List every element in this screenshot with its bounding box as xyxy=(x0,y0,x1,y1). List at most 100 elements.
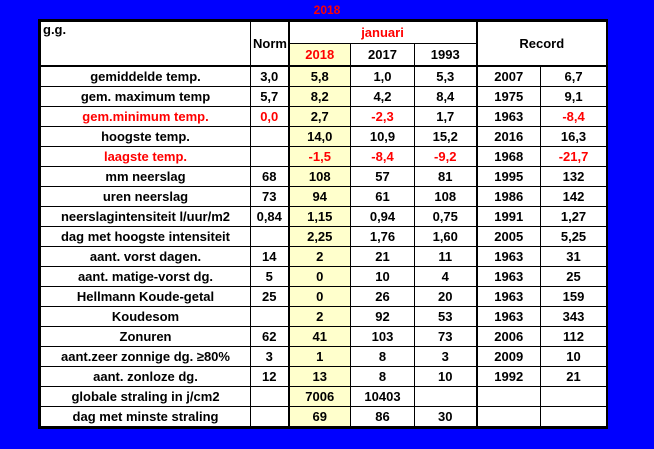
value-2017: 103 xyxy=(350,325,415,347)
record-year: 1991 xyxy=(476,205,542,227)
value-1993: 10 xyxy=(413,365,478,387)
value-1993: 0,75 xyxy=(413,205,478,227)
value-2017: 8 xyxy=(350,345,415,367)
norm-value: 0,0 xyxy=(250,105,289,127)
record-value: 9,1 xyxy=(540,85,608,107)
norm-value: 5 xyxy=(250,265,289,287)
value-1993: 53 xyxy=(413,305,478,327)
record-value: 21 xyxy=(540,365,608,387)
row-label: laagste temp. xyxy=(40,145,251,167)
row-label: aant. zonloze dg. xyxy=(40,365,251,387)
row-label: Koudesom xyxy=(40,305,251,327)
record-header: Record xyxy=(476,20,608,67)
value-2017: 1,0 xyxy=(350,64,415,87)
row-label: aant. matige-vorst dg. xyxy=(40,265,251,287)
value-1993: 1,7 xyxy=(413,105,478,127)
value-2017: -8,4 xyxy=(350,145,415,167)
value-1993: 108 xyxy=(413,185,478,207)
row-label: aant.zeer zonnige dg. ≥80% xyxy=(40,345,251,367)
value-2018: 0 xyxy=(287,265,351,287)
record-value: 343 xyxy=(540,305,608,327)
record-year: 1986 xyxy=(476,185,542,207)
record-value xyxy=(540,385,608,407)
value-2017: 4,2 xyxy=(350,85,415,107)
record-value: 16,3 xyxy=(540,125,608,147)
value-2018: 14,0 xyxy=(287,125,351,147)
norm-value xyxy=(250,405,289,428)
record-value: 142 xyxy=(540,185,608,207)
value-1993: 5,3 xyxy=(413,64,478,87)
value-1993: 20 xyxy=(413,285,478,307)
table-row: hoogste temp. 14,0 10,9 15,2 2016 16,3 xyxy=(40,125,608,147)
year-header-2017: 2017 xyxy=(350,43,415,67)
record-value: 31 xyxy=(540,245,608,267)
value-1993: 81 xyxy=(413,165,478,187)
table-row: aant.zeer zonnige dg. ≥80% 3 1 8 3 2009 10 xyxy=(40,345,608,367)
row-label: mm neerslag xyxy=(40,165,251,187)
value-2018: 13 xyxy=(287,365,351,387)
value-1993: 4 xyxy=(413,265,478,287)
record-year: 2007 xyxy=(476,64,542,87)
value-2018: 69 xyxy=(287,405,351,428)
table-row: aant. matige-vorst dg. 5 0 10 4 1963 25 xyxy=(40,265,608,287)
row-label: Hellmann Koude-getal xyxy=(40,285,251,307)
table-row: dag met minste straling 69 86 30 xyxy=(40,405,608,428)
weather-table-sheet: g.g. Norm januari Record 2018 2017 1993 … xyxy=(38,19,608,429)
value-2017: 1,76 xyxy=(350,225,415,247)
record-value: 5,25 xyxy=(540,225,608,247)
norm-value xyxy=(250,225,289,247)
value-1993: 8,4 xyxy=(413,85,478,107)
month-header: januari xyxy=(287,20,478,45)
record-value: 1,27 xyxy=(540,205,608,227)
value-2017: 57 xyxy=(350,165,415,187)
norm-value: 73 xyxy=(250,185,289,207)
value-2018: 8,2 xyxy=(287,85,351,107)
table-row: Hellmann Koude-getal 25 0 26 20 1963 159 xyxy=(40,285,608,307)
norm-value: 25 xyxy=(250,285,289,307)
value-1993: 1,60 xyxy=(413,225,478,247)
table-row: uren neerslag 73 94 61 108 1986 142 xyxy=(40,185,608,207)
record-value: 6,7 xyxy=(540,64,608,87)
year-header-2018: 2018 xyxy=(287,43,351,67)
value-2017: 10,9 xyxy=(350,125,415,147)
record-year: 1963 xyxy=(476,285,542,307)
record-year: 1995 xyxy=(476,165,542,187)
record-value xyxy=(540,405,608,428)
table-row: dag met hoogste intensiteit 2,25 1,76 1,60 2… xyxy=(40,225,608,247)
norm-value: 62 xyxy=(250,325,289,347)
norm-header: Norm xyxy=(250,20,289,67)
norm-value: 3 xyxy=(250,345,289,367)
value-2017: 92 xyxy=(350,305,415,327)
value-1993 xyxy=(413,385,478,407)
table-row: Zonuren 62 41 103 73 2006 112 xyxy=(40,325,608,347)
row-label: hoogste temp. xyxy=(40,125,251,147)
record-year: 1963 xyxy=(476,305,542,327)
value-2018: 0 xyxy=(287,285,351,307)
value-1993: 11 xyxy=(413,245,478,267)
norm-value xyxy=(250,385,289,407)
norm-value: 12 xyxy=(250,365,289,387)
table-row: gem.minimum temp. 0,0 2,7 -2,3 1,7 1963 -8,4 xyxy=(40,105,608,127)
norm-value xyxy=(250,305,289,327)
record-year: 1963 xyxy=(476,105,542,127)
row-label: uren neerslag xyxy=(40,185,251,207)
table-row: neerslagintensiteit l/uur/m2 0,84 1,15 0,94… xyxy=(40,205,608,227)
record-value: 132 xyxy=(540,165,608,187)
value-2018: 1,15 xyxy=(287,205,351,227)
value-2017: 10403 xyxy=(350,385,415,407)
value-2018: 41 xyxy=(287,325,351,347)
value-2017: 86 xyxy=(350,405,415,428)
year-header-1993: 1993 xyxy=(413,43,478,67)
record-year xyxy=(476,405,542,428)
norm-value xyxy=(250,125,289,147)
table-row: aant. vorst dagen. 14 2 21 11 1963 31 xyxy=(40,245,608,267)
weather-table: g.g. Norm januari Record 2018 2017 1993 … xyxy=(40,20,608,428)
value-1993: 15,2 xyxy=(413,125,478,147)
record-year: 1968 xyxy=(476,145,542,167)
record-year: 1975 xyxy=(476,85,542,107)
value-2018: 94 xyxy=(287,185,351,207)
value-1993: 73 xyxy=(413,325,478,347)
row-label: aant. vorst dagen. xyxy=(40,245,251,267)
norm-value xyxy=(250,145,289,167)
value-1993: -9,2 xyxy=(413,145,478,167)
